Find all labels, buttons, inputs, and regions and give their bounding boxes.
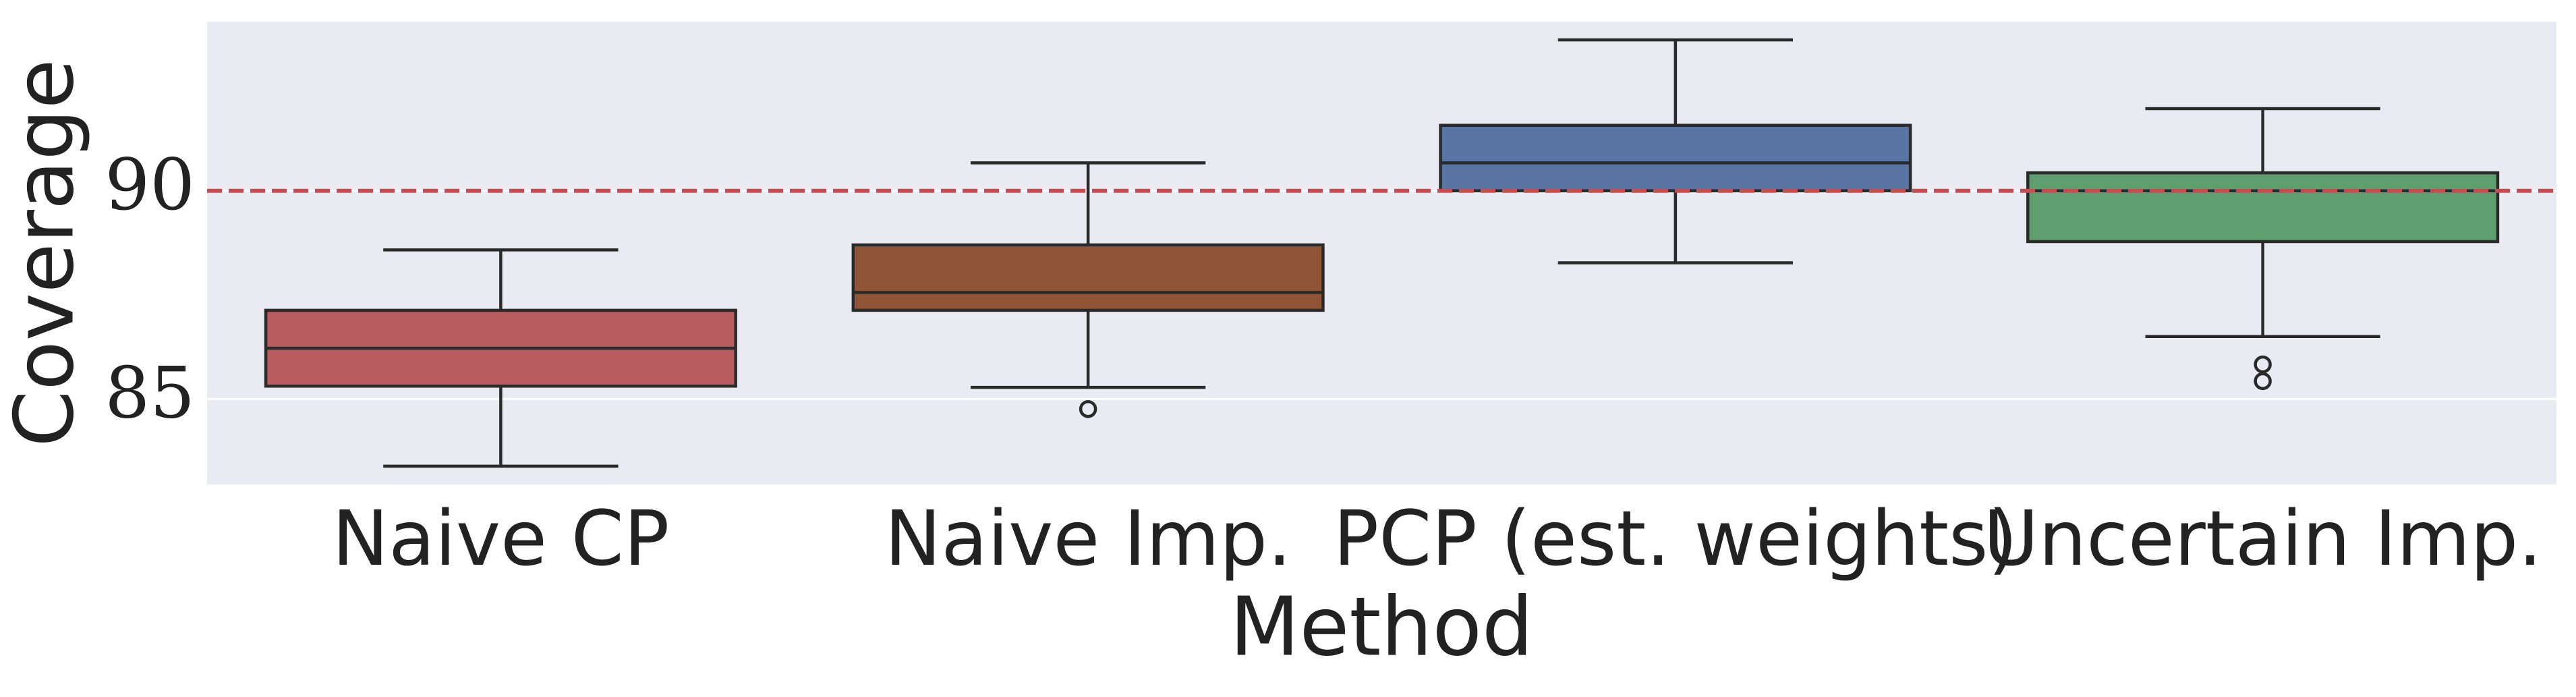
box (1439, 123, 1912, 192)
box (2026, 171, 2500, 244)
x-axis-label: Method (1230, 581, 1533, 675)
flier (2254, 355, 2272, 374)
x-tick-label: PCP (est. weights) (1334, 495, 2018, 583)
y-axis-label: Coverage (0, 59, 92, 447)
plot-background (207, 22, 2556, 484)
box (851, 243, 1325, 312)
y-tick-label: 90 (105, 144, 195, 226)
x-tick-label: Naive Imp. (885, 495, 1292, 583)
y-tick-label: 85 (105, 352, 195, 435)
x-tick-label: Naive CP (332, 495, 669, 583)
flier (1079, 399, 1097, 418)
x-tick-label: Uncertain Imp. (1983, 495, 2542, 583)
flier (2254, 372, 2272, 391)
